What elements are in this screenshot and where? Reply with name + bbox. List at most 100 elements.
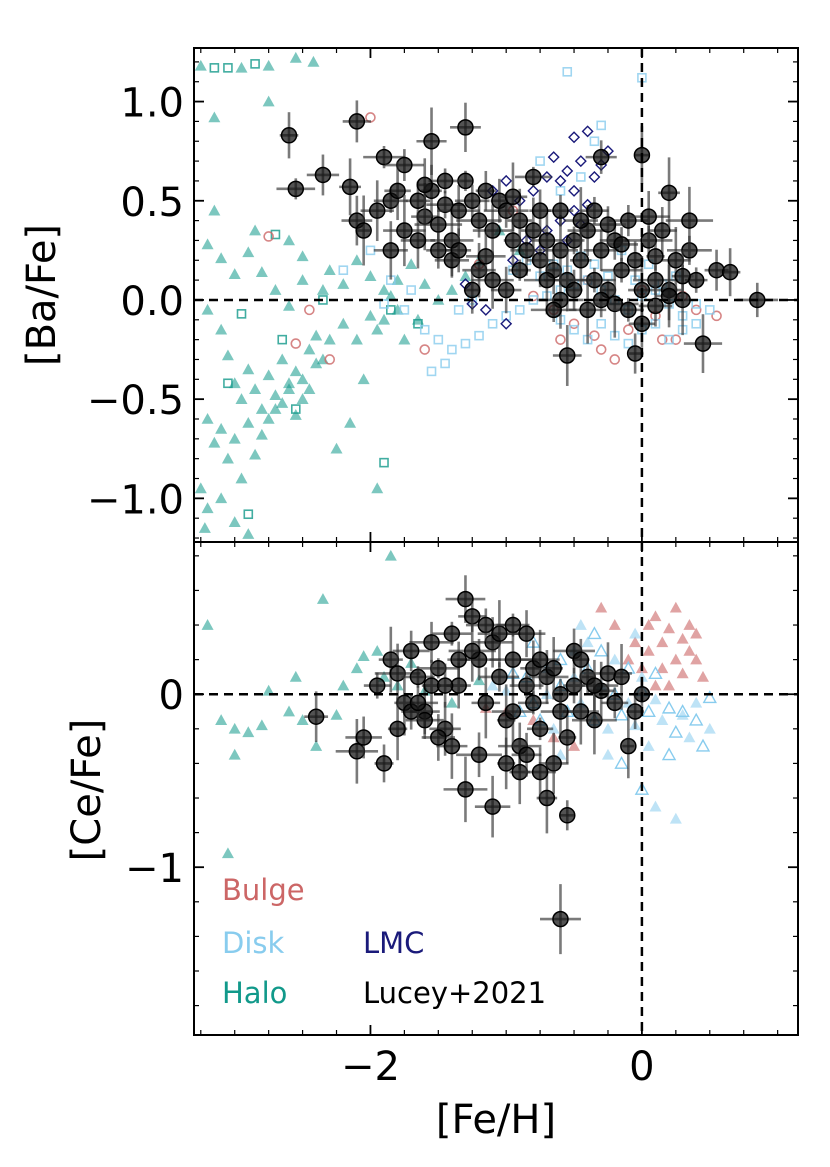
ce-fe-lucey-2021-point xyxy=(423,634,440,651)
ce-fe-lucey-2021-point xyxy=(389,665,406,682)
ba-fe-lucey-2021-point xyxy=(314,166,332,184)
ce-fe-lucey-2021-point xyxy=(470,746,488,764)
ba-fe-halo-point xyxy=(221,452,234,464)
ce-fe-lucey-2021-point xyxy=(504,703,522,720)
ba-fe-lucey-2021-point xyxy=(423,132,440,150)
ba-fe-halo-point xyxy=(364,270,377,281)
ce-fe-lucey-2021-point xyxy=(552,910,569,928)
ba-fe-halo-point xyxy=(228,432,241,444)
ba-fe-lmc-point xyxy=(574,155,587,168)
ce-fe-lucey-2021-point xyxy=(402,642,420,660)
ba-fe-disk-point xyxy=(474,330,484,341)
ba-fe-halo-point xyxy=(269,284,282,295)
ce-fe-lucey-2021-point xyxy=(620,737,637,755)
ce-fe-halo-point xyxy=(242,726,255,738)
ba-fe-halo-point xyxy=(289,51,302,63)
ba-fe-disk-point xyxy=(406,285,416,295)
ce-fe-lucey-2021-point xyxy=(491,625,508,642)
ba-fe-bulge-point xyxy=(711,310,722,322)
ce-fe-panel: 0 −1 xyxy=(125,542,798,1035)
ba-fe-lucey-2021-point xyxy=(450,242,467,259)
ba-fe-halo-point xyxy=(303,343,316,355)
ce-fe-lucey-2021-point xyxy=(430,660,447,677)
ba-fe-halo-point xyxy=(283,383,296,395)
ba-fe-lucey-2021-point xyxy=(368,202,386,219)
ba-fe-halo-point xyxy=(337,317,350,329)
ba-fe-lucey-2021-point xyxy=(463,192,481,210)
ba-fe-lucey-2021-point xyxy=(572,252,590,269)
ce-fe-ytick-label: −1 xyxy=(125,846,184,892)
ce-fe-halo-point xyxy=(296,714,309,725)
ba-fe-lucey-2021-point xyxy=(280,127,298,144)
ba-fe-lucey-2021-point xyxy=(708,261,725,279)
ce-fe-disk-point xyxy=(661,747,677,761)
ba-fe-lucey-2021-point xyxy=(525,222,542,239)
ce-fe-axes: 0 −1 xyxy=(125,542,798,1035)
ba-fe-lucey-2021-point xyxy=(613,236,630,253)
ba-fe-halo-point xyxy=(228,268,241,279)
ce-fe-disk-point xyxy=(703,722,716,734)
ce-fe-lucey-2021-point xyxy=(552,703,569,720)
ce-fe-frame xyxy=(193,541,799,1036)
ce-fe-lucey-2021-point xyxy=(484,798,501,815)
ba-fe-halo-squares--point xyxy=(209,63,220,73)
ce-fe-ylabel: [Ce/Fe] xyxy=(64,719,110,862)
ba-fe-ytick-label: 1.0 xyxy=(120,81,184,127)
ba-fe-lucey-2021-point xyxy=(721,263,739,281)
ce-fe-disk-point xyxy=(635,670,648,682)
ba-fe-halo-point xyxy=(228,516,241,527)
ce-fe-lucey-2021-point xyxy=(545,755,562,772)
ce-fe-lucey-2021-point xyxy=(355,729,372,746)
ba-fe-disk-point xyxy=(589,259,600,270)
ba-fe-lmc-point xyxy=(547,151,560,164)
ce-fe-bulge-point xyxy=(669,653,682,665)
ba-fe-lmc-point xyxy=(479,303,492,316)
ce-fe-lucey-2021-point xyxy=(307,708,325,725)
ba-fe-disk-point xyxy=(426,366,437,377)
ba-fe-halo-point xyxy=(384,289,397,301)
ba-fe-lmc-point xyxy=(527,184,540,197)
ce-fe-lucey-2021-point xyxy=(518,677,535,694)
ba-fe-halo-point xyxy=(276,397,289,408)
ce-fe-disk-point xyxy=(669,812,682,824)
ba-fe-halo-point xyxy=(323,264,336,276)
ce-fe-bulge-point xyxy=(669,601,682,613)
ba-fe-lmc-point xyxy=(581,125,594,138)
axis-labels: [Ba/Fe] [Ce/Fe] [Fe/H] xyxy=(19,224,556,1143)
ba-fe-lucey-2021-point xyxy=(497,281,515,299)
ba-fe-halo-point xyxy=(344,416,357,428)
ce-fe-halo-point xyxy=(445,696,458,708)
ba-fe-bulge-point xyxy=(263,231,274,242)
ba-fe-disk-point xyxy=(433,334,444,345)
ce-fe-lucey-2021-point xyxy=(409,668,427,686)
ba-fe-disk-point xyxy=(596,318,606,329)
ba-fe-halo-point xyxy=(350,254,363,266)
ba-fe-lucey-2021-point xyxy=(430,216,447,233)
ce-fe-bulge-point xyxy=(629,636,642,648)
ba-fe-lucey-2021-point xyxy=(504,232,522,249)
ce-fe-bulge-point xyxy=(622,653,635,665)
ba-fe-bulge-point xyxy=(555,334,566,345)
ba-fe-lucey-2021-point xyxy=(552,242,569,259)
ba-fe-lucey-2021-point xyxy=(626,252,644,269)
ce-fe-disk-point xyxy=(594,643,609,657)
ce-fe-bulge-point xyxy=(649,610,662,622)
ba-fe-halo-point xyxy=(323,333,336,345)
ba-fe-lmc-point xyxy=(554,174,567,187)
ba-fe-halo-point xyxy=(215,492,228,504)
ba-fe-halo-point xyxy=(357,373,370,385)
ba-fe-halo-squares--point xyxy=(379,457,389,468)
ce-fe-disk-point xyxy=(676,708,689,720)
ce-fe-lucey-2021-point xyxy=(443,625,461,642)
ba-fe-lucey-2021-point xyxy=(660,184,678,202)
ce-fe-halo-point xyxy=(350,662,363,674)
ba-fe-halo-point xyxy=(262,95,275,107)
ce-fe-lucey-2021-point xyxy=(538,789,556,807)
ba-fe-lucey-2021-point xyxy=(504,188,522,206)
ba-fe-disk-point xyxy=(453,305,464,315)
ba-fe-halo-point xyxy=(283,299,296,311)
ba-fe-halo-point xyxy=(201,303,214,315)
ba-fe-halo-point xyxy=(283,234,296,246)
